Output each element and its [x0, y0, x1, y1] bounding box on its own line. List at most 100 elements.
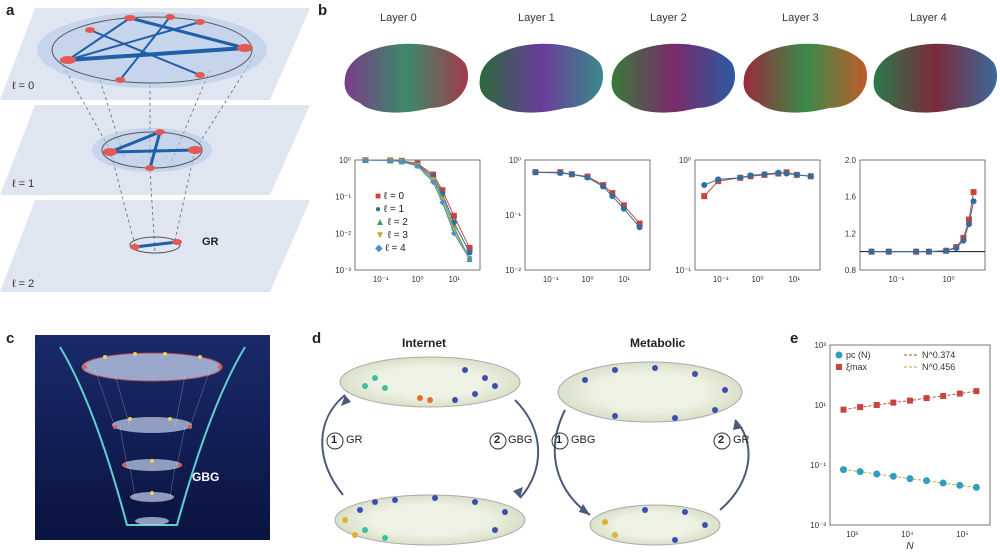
data-point — [923, 395, 930, 402]
data-point — [889, 472, 897, 480]
x-tick-label: 10⁻¹ — [373, 275, 389, 284]
legend-item: ▲ ℓ = 2 — [375, 217, 408, 228]
panel-b-legend: ■ ℓ = 0 ● ℓ = 1 ▲ ℓ = 2 ▼ ℓ = 3 ◆ ℓ = 4 — [375, 190, 408, 255]
y-tick-label: 10⁻¹ — [675, 266, 691, 275]
data-point — [857, 404, 864, 411]
plot-frame — [829, 344, 991, 526]
x-tick-label: 10¹ — [788, 275, 800, 284]
d-num-2-left: 2 — [494, 434, 501, 446]
panel-label-a: a — [6, 2, 15, 19]
panel-label-c: c — [6, 330, 15, 347]
data-point — [972, 483, 980, 491]
data-point — [466, 244, 473, 251]
small-plot: 10⁰ 10⁻¹ 10⁻² 10⁻¹ 10⁰ 10¹ — [505, 156, 651, 284]
data-point — [532, 169, 539, 176]
x-tick-label: 10⁰ — [751, 275, 763, 284]
legend-marker — [835, 351, 843, 359]
legend-item: ▼ ℓ = 3 — [375, 230, 408, 241]
data-point — [943, 247, 950, 254]
y-tick-label: 10⁻² — [335, 229, 351, 238]
series-line — [871, 192, 975, 253]
data-point — [793, 171, 800, 178]
panel-e-chart: 10³ 10¹ 10⁻¹ 10⁻³ 10³ 10⁴ 10⁵ Npc (N) ξmax N^0.37… — [810, 341, 991, 552]
y-tick-label: 10⁰ — [679, 156, 691, 165]
y-tick-label: 0.8 — [845, 266, 857, 275]
data-point — [783, 170, 790, 177]
data-point — [600, 183, 607, 190]
panel-a-figure — [0, 8, 310, 292]
data-point — [956, 481, 964, 489]
gr-label: GR — [202, 236, 219, 248]
data-point — [970, 189, 977, 196]
panel-label-b: b — [318, 2, 328, 19]
legend-label: N^0.374 — [922, 350, 955, 360]
x-tick-label: 10⁰ — [411, 275, 423, 284]
data-point — [965, 221, 972, 228]
small-plot: 10⁰ 10⁻¹ 10⁻¹ 10⁰ 10¹ — [675, 156, 821, 284]
data-point — [701, 182, 708, 189]
x-tick-label: 10⁰ — [942, 275, 954, 284]
y-tick-label: 10⁻² — [505, 266, 521, 275]
y-tick-label: 10⁻³ — [810, 521, 826, 530]
data-point — [906, 397, 913, 404]
legend-label: N^0.456 — [922, 362, 955, 372]
plot-frame — [694, 159, 821, 271]
legend-label: ℓ = 0 — [383, 191, 405, 202]
data-point — [840, 406, 847, 413]
d-step-gbg-left: GBG — [508, 434, 533, 446]
data-point — [636, 220, 643, 227]
x-tick-label: 10⁵ — [956, 530, 968, 539]
brain-renders — [344, 43, 998, 113]
y-tick-label: 10⁰ — [509, 156, 521, 165]
data-point — [387, 157, 394, 164]
legend-label: pc (N) — [846, 350, 871, 360]
data-point — [414, 163, 421, 170]
data-point — [906, 475, 914, 483]
data-point — [775, 169, 782, 176]
internet-title: Internet — [402, 336, 447, 350]
data-point — [450, 230, 457, 237]
legend-item: ● ℓ = 1 — [375, 204, 405, 215]
d-num-2-right: 2 — [718, 434, 725, 446]
x-tick-label: 10⁻¹ — [543, 275, 559, 284]
legend-marker — [836, 364, 842, 370]
layer-1-label: ℓ = 1 — [12, 178, 35, 190]
plot-frame — [524, 159, 651, 271]
data-point — [939, 479, 947, 487]
data-point — [856, 468, 864, 476]
data-point — [890, 399, 897, 406]
data-point — [715, 176, 722, 183]
metabolic-title: Metabolic — [630, 336, 686, 350]
data-point — [953, 245, 960, 251]
brain-layer-1-title: Layer 1 — [518, 12, 555, 24]
legend-label: ℓ = 2 — [387, 217, 408, 228]
x-tick-label: 10¹ — [448, 275, 460, 284]
legend-item: ■ ℓ = 0 — [375, 191, 405, 202]
y-tick-label: 10⁻¹ — [505, 211, 521, 220]
gbg-funnel-label: GBG — [192, 470, 220, 484]
panel-label-d: d — [312, 330, 322, 347]
layer-0-label: ℓ = 0 — [12, 80, 35, 92]
y-tick-label: 10⁰ — [339, 156, 351, 165]
data-point — [620, 202, 627, 209]
data-point — [868, 248, 875, 255]
x-tick-label: 10⁻¹ — [713, 275, 729, 284]
data-point — [940, 392, 947, 399]
data-point — [840, 466, 848, 474]
x-axis-label: N — [906, 541, 914, 552]
legend-label: ℓ = 4 — [385, 243, 406, 254]
d-num-1-right: 1 — [556, 434, 563, 446]
data-point — [568, 171, 575, 178]
data-point — [873, 470, 881, 478]
y-tick-label: 1.6 — [845, 193, 857, 202]
d-num-1-left: 1 — [331, 434, 338, 446]
plot-frame — [859, 159, 986, 271]
data-point — [965, 216, 972, 223]
small-plot: 2.0 1.6 1.2 0.8 10⁻¹ 10⁰ — [845, 156, 986, 284]
panel-label-e: e — [790, 330, 799, 347]
data-point — [450, 212, 457, 219]
data-point — [620, 205, 627, 212]
data-point — [913, 248, 920, 255]
y-tick-label: 2.0 — [845, 156, 857, 165]
data-point — [636, 224, 643, 231]
